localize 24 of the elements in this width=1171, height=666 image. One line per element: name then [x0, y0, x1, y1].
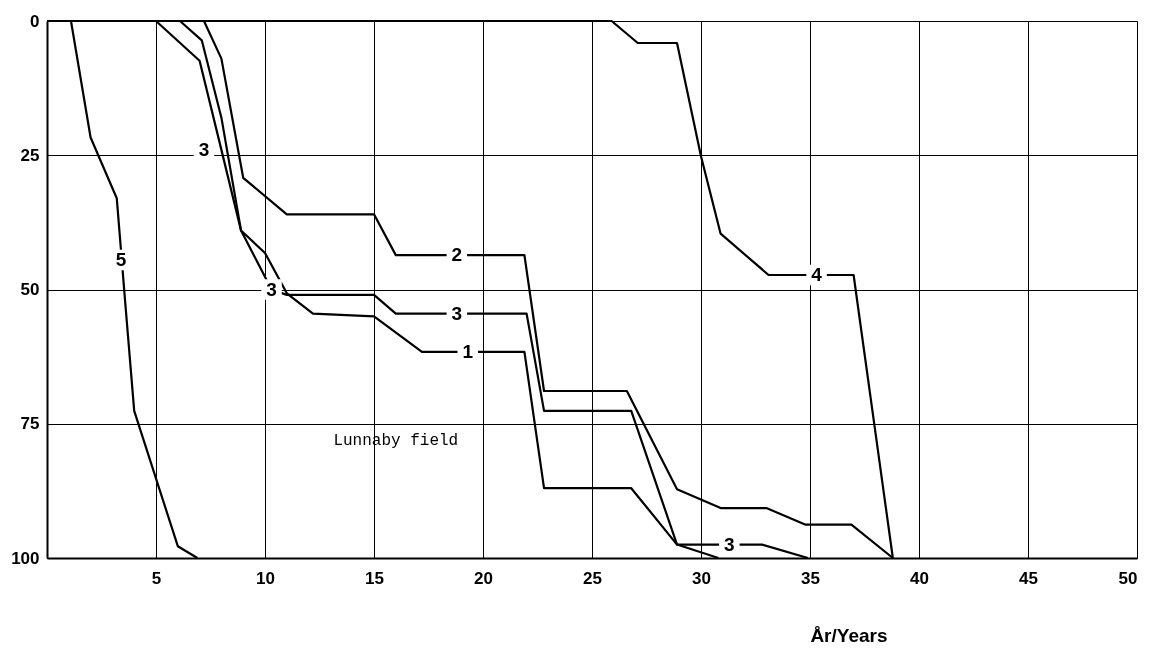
annotation: 3	[266, 278, 277, 300]
annotation: 1	[462, 340, 474, 362]
y-tick-label: 0	[30, 11, 40, 31]
x-tick-label: 25	[583, 568, 602, 588]
annotation: 2	[451, 244, 463, 266]
x-tick-label: 50	[1118, 568, 1138, 588]
x-tick-label: 30	[692, 568, 711, 588]
x-tick-label: 10	[256, 568, 275, 588]
annotation: 3	[198, 138, 210, 160]
annotation: 5	[115, 248, 127, 270]
y-tick-label: 100	[11, 548, 40, 568]
x-tick-label: 15	[365, 568, 384, 588]
x-tick-label: 20	[474, 568, 493, 588]
x-tick-label: 45	[1019, 568, 1038, 588]
y-tick-label: 50	[20, 280, 40, 299]
x-tick-label: 5	[151, 568, 162, 588]
x-axis-title: År/Years	[810, 624, 888, 646]
annotation: 3	[724, 533, 735, 555]
y-tick-label: 25	[20, 145, 40, 165]
annotation: 3	[451, 302, 463, 324]
x-tick-label: 40	[910, 568, 929, 588]
x-tick-label: 35	[801, 568, 820, 588]
annotation: 4	[811, 264, 823, 285]
y-tick-label: 75	[20, 414, 40, 434]
